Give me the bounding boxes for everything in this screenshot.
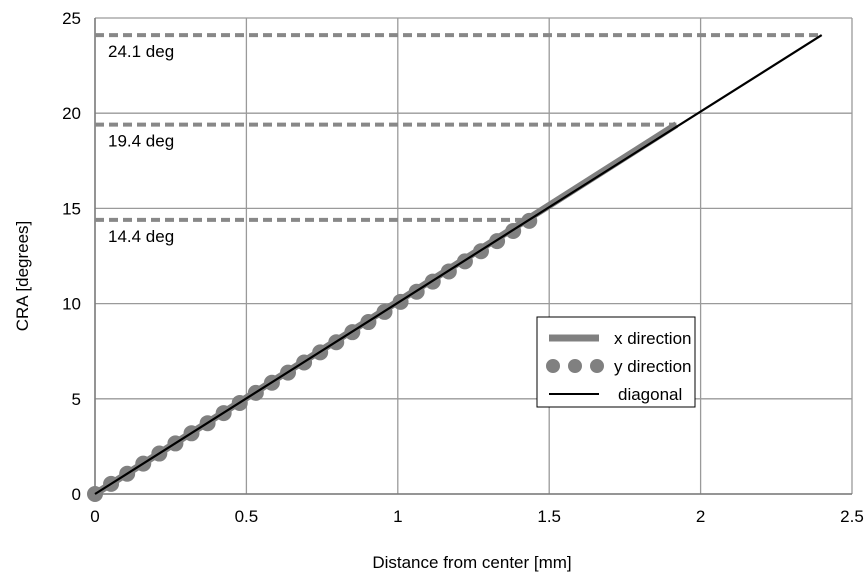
y-tick-label: 0 <box>72 485 81 504</box>
series-diagonal-line <box>94 34 823 495</box>
tick-labels: 0 0.5 1 1.5 2 2.5 0 5 10 15 20 25 <box>62 9 864 526</box>
reference-annotation: 14.4 deg <box>108 227 174 246</box>
y-tick-label: 5 <box>72 390 81 409</box>
legend-label-x-direction: x direction <box>614 329 691 348</box>
x-tick-label: 2 <box>696 507 705 526</box>
x-tick-label: 2.5 <box>840 507 864 526</box>
legend-label-y-direction: y direction <box>614 357 691 376</box>
reference-annotation: 24.1 deg <box>108 42 174 61</box>
x-tick-label: 0.5 <box>235 507 259 526</box>
legend-box <box>536 316 696 408</box>
y-tick-label: 25 <box>62 9 81 28</box>
x-axis-title: Distance from center [mm] <box>372 553 571 572</box>
annotations: 24.1 deg 19.4 deg 14.4 deg <box>108 42 174 246</box>
grid-lines <box>94 17 853 495</box>
legend: x direction y direction diagonal <box>536 316 696 408</box>
x-tick-label: 1 <box>393 507 402 526</box>
x-tick-label: 0 <box>90 507 99 526</box>
series-lines <box>87 34 823 502</box>
legend-label-diagonal: diagonal <box>618 385 682 404</box>
y-tick-label: 10 <box>62 295 81 314</box>
y-tick-label: 15 <box>62 199 81 218</box>
y-tick-label: 20 <box>62 104 81 123</box>
reference-annotation: 19.4 deg <box>108 132 174 151</box>
y-axis-title: CRA [degrees] <box>13 221 32 332</box>
reference-lines <box>95 33 822 222</box>
x-tick-label: 1.5 <box>537 507 561 526</box>
